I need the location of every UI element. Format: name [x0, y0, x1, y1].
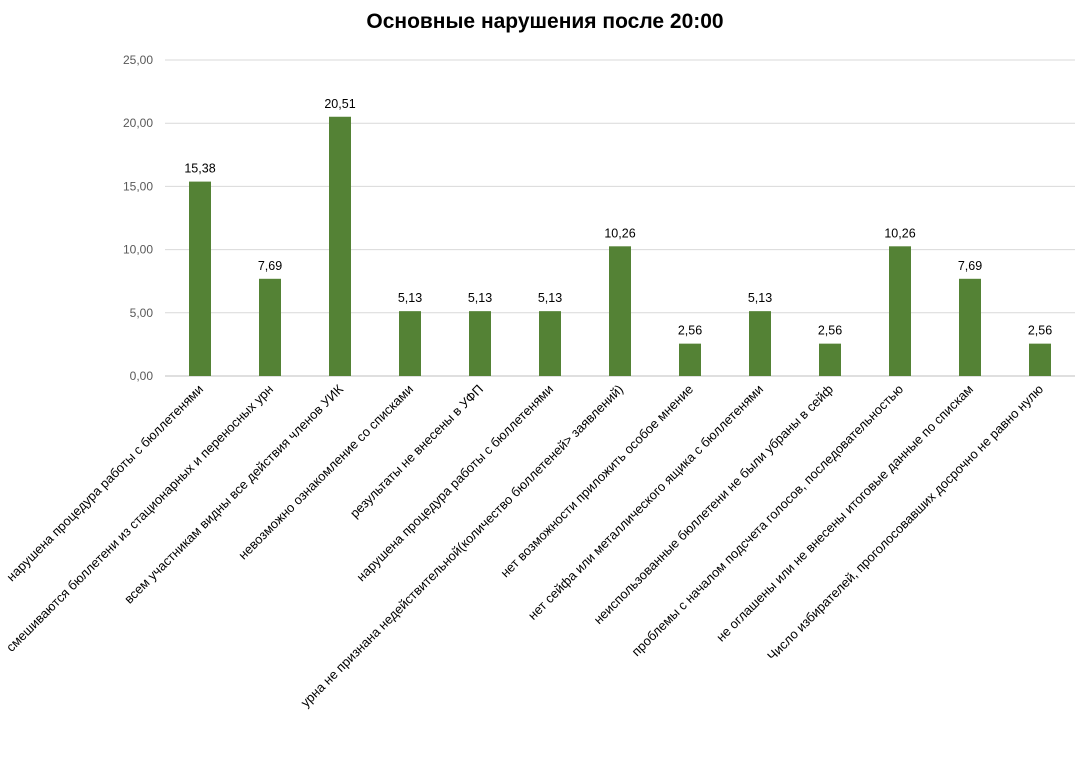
data-label: 2,56 [1028, 324, 1052, 338]
y-tick-label: 15,00 [123, 179, 153, 193]
chart-title: Основные нарушения после 20:00 [366, 10, 724, 33]
y-tick-label: 10,00 [123, 243, 153, 257]
data-label: 20,51 [324, 97, 355, 111]
bar [1029, 343, 1051, 376]
bar [749, 311, 771, 376]
bar [189, 181, 211, 376]
y-tick-label: 0,00 [130, 369, 154, 383]
data-label: 2,56 [678, 324, 702, 338]
bar [539, 311, 561, 376]
x-category-label: не оглашены или не внесены итоговые данн… [713, 381, 976, 644]
data-label: 15,38 [184, 162, 215, 176]
y-tick-label: 20,00 [123, 116, 153, 130]
data-labels: 15,38 7,69 20,51 5,13 5,13 5,13 10,26 2,56 5,13 2… [184, 97, 1052, 338]
bar [959, 278, 981, 376]
data-label: 10,26 [884, 226, 915, 240]
bars [189, 116, 1051, 376]
bar [819, 343, 841, 376]
x-axis-category-labels: нарушена процедура работы с бюллетенямис… [3, 381, 1046, 710]
data-label: 5,13 [538, 291, 562, 305]
y-tick-label: 5,00 [130, 306, 154, 320]
data-label: 2,56 [818, 324, 842, 338]
x-category-label: неиспользованные бюллетени не были убран… [591, 381, 837, 627]
x-category-label: проблемы с началом подсчета голосов, пос… [629, 381, 907, 659]
data-label: 10,26 [604, 226, 635, 240]
bar [609, 246, 631, 376]
bar [329, 116, 351, 376]
x-category-label: смешиваются бюллетени из стационарных и … [3, 382, 276, 655]
x-category-label: Число избирателей, проголосовавших досро… [764, 381, 1046, 663]
bar [259, 278, 281, 376]
data-label: 7,69 [258, 259, 282, 273]
data-label: 7,69 [958, 259, 982, 273]
x-category-label: урна не признана недействительной(количе… [298, 382, 626, 710]
data-label: 5,13 [748, 291, 772, 305]
x-category-label: нет сейфа или металлического ящика с бюл… [525, 382, 766, 623]
bar [889, 246, 911, 376]
data-label: 5,13 [468, 291, 492, 305]
y-axis-tick-labels: 0,00 5,00 10,00 15,00 20,00 25,00 [123, 53, 153, 383]
bar [399, 311, 421, 376]
data-label: 5,13 [398, 291, 422, 305]
bar [679, 343, 701, 376]
y-tick-label: 25,00 [123, 53, 153, 67]
bar [469, 311, 491, 376]
x-category-label: результаты не внесены в УФП [347, 382, 486, 521]
